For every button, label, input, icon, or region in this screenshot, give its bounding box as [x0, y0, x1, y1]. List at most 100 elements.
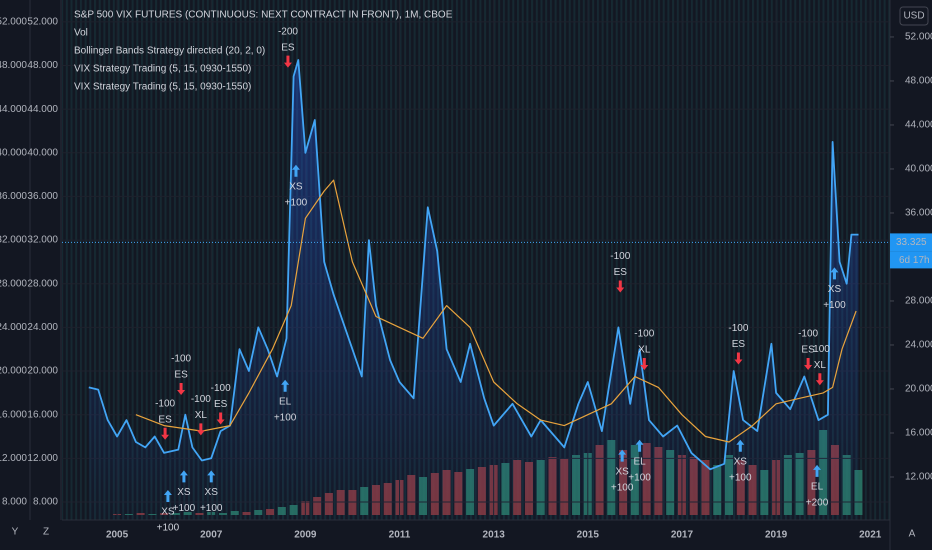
y2-tick-label: 40.000 — [905, 164, 932, 175]
y-tick-label: 24.000 — [0, 322, 27, 333]
trade-arrow — [177, 383, 186, 396]
trade-arrow — [281, 379, 290, 392]
y2-tick-label: 36.000 — [905, 208, 932, 219]
y-tick-label: 20.000 — [27, 366, 58, 377]
y-tick-label: 8.000 — [2, 497, 27, 508]
trade-arrow — [635, 439, 644, 452]
trade-arrow — [216, 412, 225, 425]
y2-tick-label: 20.000 — [905, 384, 932, 395]
axis-button[interactable]: A — [909, 529, 916, 540]
x-tick-label: 2019 — [765, 530, 788, 541]
trade-label: -100 — [171, 354, 191, 365]
trade-label: +100 — [173, 503, 196, 514]
y2-tick-label: 28.000 — [905, 296, 932, 307]
trade-label: XS — [161, 507, 175, 518]
currency-button[interactable] — [899, 6, 929, 26]
trade-label: +100 — [157, 523, 180, 534]
last-price-box — [890, 233, 932, 252]
trade-label: +100 — [611, 482, 634, 493]
trade-arrow — [207, 470, 216, 483]
trade-label: XS — [289, 181, 303, 192]
x-tick-label: 2017 — [671, 530, 694, 541]
trade-label: ES — [174, 370, 188, 381]
y-tick-label: 24.000 — [27, 322, 58, 333]
trade-label: XS — [205, 487, 219, 498]
indicator-label: VIX Strategy Trading (5, 15, 0930-1550) — [74, 82, 251, 93]
indicator-label: VIX Strategy Trading (5, 15, 0930-1550) — [74, 64, 251, 75]
trade-arrow — [815, 373, 824, 386]
currency-label[interactable]: USD — [903, 11, 924, 22]
y-tick-label: 12.000 — [27, 453, 58, 464]
y-tick-label: 52.000 — [0, 16, 27, 27]
trade-label: EL — [633, 456, 646, 467]
trade-label: XS — [828, 284, 842, 295]
trade-arrow — [616, 280, 625, 293]
price-line — [88, 59, 859, 471]
basis-line — [135, 179, 857, 443]
y2-tick-label: 24.000 — [905, 340, 932, 351]
trade-label: -100 — [634, 329, 654, 340]
countdown-label: 6d 17h — [899, 255, 930, 266]
trade-arrow — [813, 464, 822, 477]
trade-label: ES — [614, 267, 628, 278]
trade-label: -100 — [211, 383, 231, 394]
trade-arrow — [283, 55, 292, 68]
x-tick-label: 2011 — [389, 530, 411, 541]
trade-label: ES — [801, 345, 815, 356]
y-tick-label: 36.000 — [0, 191, 27, 202]
x-tick-label: 2013 — [483, 530, 506, 541]
trade-label: +100 — [285, 197, 308, 208]
trade-label: ES — [732, 339, 746, 350]
trade-label: XL — [195, 410, 208, 421]
chart-title: S&P 500 VIX FUTURES (CONTINUOUS: NEXT CO… — [74, 10, 453, 21]
countdown-box — [890, 251, 932, 269]
annotation-layer: -100ES-100ES-100XL-100ES-200ESXS+100EL+1… — [155, 26, 846, 533]
y2-tick-label: 16.000 — [905, 428, 932, 439]
trade-label: XS — [615, 466, 629, 477]
last-price-label: 33.325 — [896, 237, 927, 248]
x-tick-label: 2005 — [106, 530, 129, 541]
trade-label: -100 — [728, 323, 748, 334]
trade-arrow — [736, 439, 745, 452]
y2-tick-label: 52.000 — [905, 32, 932, 43]
y-tick-label: 36.000 — [27, 191, 58, 202]
y-tick-label: 44.000 — [27, 104, 58, 115]
trade-label: +100 — [729, 472, 752, 483]
trade-label: -100 — [798, 329, 818, 340]
y-tick-label: 28.000 — [0, 278, 27, 289]
trade-arrow — [196, 423, 205, 436]
x-tick-label: 2007 — [200, 530, 223, 541]
trade-label: XS — [734, 456, 748, 467]
trade-label: +100 — [200, 503, 223, 514]
y-tick-label: 40.000 — [27, 147, 58, 158]
price-area — [88, 60, 859, 520]
axes-layer: 52.00052.00048.00048.00044.00044.00040.0… — [0, 16, 932, 541]
trade-label: ES — [281, 42, 295, 53]
trade-label: EL — [279, 396, 292, 407]
trade-label: +100 — [628, 472, 651, 483]
y2-tick-label: 44.000 — [905, 120, 932, 131]
trade-arrow — [640, 357, 649, 370]
y-tick-label: 20.000 — [0, 366, 27, 377]
trade-label: -100 — [610, 251, 630, 262]
axis-button[interactable]: Y — [12, 527, 19, 538]
trade-label: EL — [811, 482, 824, 493]
trade-arrow — [618, 449, 627, 462]
trade-label: -100 — [810, 344, 830, 355]
axis-button[interactable]: Z — [43, 527, 49, 538]
trade-label: +100 — [274, 412, 297, 423]
x-tick-label: 2009 — [294, 530, 317, 541]
y-tick-label: 16.000 — [27, 409, 58, 420]
indicator-label: Vol — [74, 28, 88, 39]
trade-label: XL — [638, 345, 651, 356]
trade-arrow — [734, 352, 743, 365]
trade-arrow — [163, 489, 172, 502]
y-tick-label: 48.000 — [0, 60, 27, 71]
trade-arrow — [291, 164, 300, 177]
trade-label: XS — [177, 487, 191, 498]
y-tick-label: 32.000 — [27, 235, 58, 246]
y-tick-label: 12.000 — [0, 453, 27, 464]
y-tick-label: 40.000 — [0, 147, 27, 158]
y-tick-label: 28.000 — [27, 278, 58, 289]
